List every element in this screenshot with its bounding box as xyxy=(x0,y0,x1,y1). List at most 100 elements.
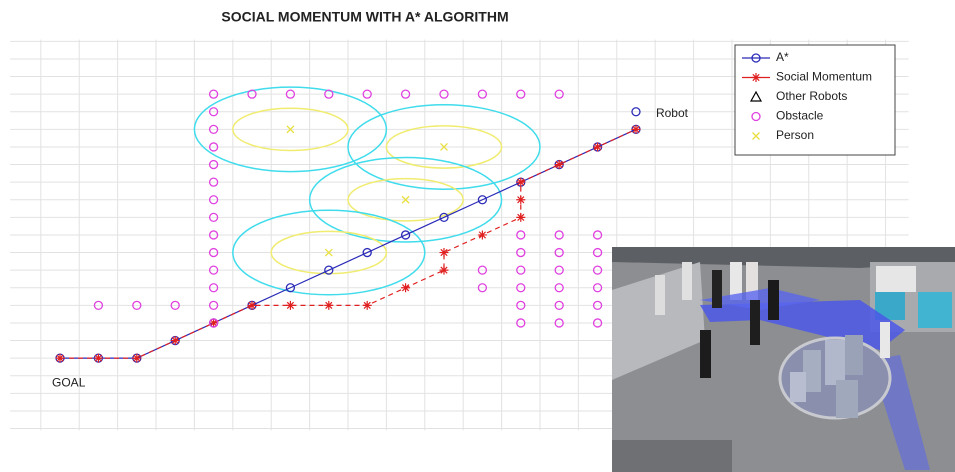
marker xyxy=(516,283,526,293)
marker xyxy=(554,265,564,275)
marker xyxy=(324,265,334,275)
render-screen xyxy=(918,292,952,328)
marker xyxy=(592,230,603,240)
marker xyxy=(324,248,333,257)
marker xyxy=(208,124,219,135)
marker xyxy=(208,142,219,152)
render-cylinder xyxy=(845,335,863,375)
marker xyxy=(247,89,257,99)
marker xyxy=(208,265,219,275)
marker xyxy=(439,265,449,275)
marker xyxy=(324,300,334,310)
marker xyxy=(208,230,219,240)
legend-box xyxy=(734,44,896,156)
marker xyxy=(439,89,449,99)
render-person xyxy=(712,270,722,308)
render-poster xyxy=(655,275,665,315)
marker xyxy=(477,230,487,240)
marker xyxy=(751,111,761,122)
render-cylinder xyxy=(836,380,858,418)
render-floor xyxy=(612,440,732,472)
marker xyxy=(285,89,296,99)
marker xyxy=(208,89,219,99)
render-person xyxy=(700,330,711,378)
marker xyxy=(752,132,760,140)
render-person xyxy=(768,280,779,320)
marker xyxy=(208,195,219,205)
marker xyxy=(554,247,564,258)
goal-label: GOAL xyxy=(52,375,86,389)
render-person xyxy=(750,300,760,345)
marker xyxy=(516,177,526,187)
personal-space-inner xyxy=(232,107,349,152)
legend-label: Person xyxy=(776,128,814,142)
marker xyxy=(362,300,372,310)
legend-label: Other Robots xyxy=(776,89,847,103)
marker xyxy=(554,160,564,170)
marker xyxy=(132,300,142,310)
marker xyxy=(592,283,603,293)
render-path xyxy=(700,288,820,310)
marker xyxy=(516,318,526,328)
marker xyxy=(631,107,641,117)
marker xyxy=(477,265,488,275)
marker xyxy=(439,248,449,258)
marker xyxy=(516,265,526,275)
marker xyxy=(362,89,372,99)
marker xyxy=(516,195,526,205)
marker xyxy=(439,212,449,223)
marker xyxy=(592,247,603,258)
marker xyxy=(554,230,564,240)
legend-label: Social Momentum xyxy=(776,70,872,84)
zones xyxy=(193,86,541,296)
render-poster xyxy=(682,262,692,300)
marker xyxy=(132,353,142,363)
marker xyxy=(554,283,564,293)
marker xyxy=(516,212,526,222)
marker xyxy=(751,73,761,82)
legend: A* Social Momentum Other Robots Obstacle Per… xyxy=(734,44,896,156)
marker xyxy=(93,353,103,363)
legend-label: Obstacle xyxy=(776,109,824,123)
marker xyxy=(170,336,180,346)
personal-space-outer xyxy=(347,103,541,190)
marker xyxy=(400,230,411,240)
marker xyxy=(285,300,295,310)
marker xyxy=(593,142,603,152)
marker xyxy=(554,300,564,310)
marker xyxy=(208,318,219,328)
render-poster xyxy=(876,266,916,292)
render-cylinder xyxy=(803,350,821,392)
marker xyxy=(55,353,65,363)
render-cylinder xyxy=(790,372,806,402)
marker xyxy=(400,89,411,99)
marker xyxy=(516,247,526,258)
marker xyxy=(247,300,257,310)
personal-space-outer xyxy=(232,209,426,296)
marker xyxy=(401,283,411,293)
marker xyxy=(477,195,488,205)
marker xyxy=(285,283,296,293)
personal-space-inner xyxy=(385,125,503,169)
marker xyxy=(751,53,761,63)
marker xyxy=(362,247,372,258)
marker xyxy=(208,212,219,223)
marker xyxy=(208,177,219,187)
marker xyxy=(209,318,219,328)
marker xyxy=(592,300,603,310)
plot: Robot GOAL xyxy=(52,89,689,389)
marker xyxy=(592,265,603,275)
marker xyxy=(554,318,564,328)
personal-space-outer xyxy=(308,156,503,243)
marker xyxy=(516,300,526,310)
simulation-render xyxy=(612,247,955,472)
render-cylinder xyxy=(825,340,845,385)
marker xyxy=(170,300,180,310)
marker xyxy=(324,89,334,99)
marker xyxy=(631,124,641,134)
legend-label: A* xyxy=(776,50,789,64)
marker xyxy=(592,318,603,328)
marker xyxy=(516,89,526,99)
marker xyxy=(208,107,219,117)
marker xyxy=(286,125,295,134)
